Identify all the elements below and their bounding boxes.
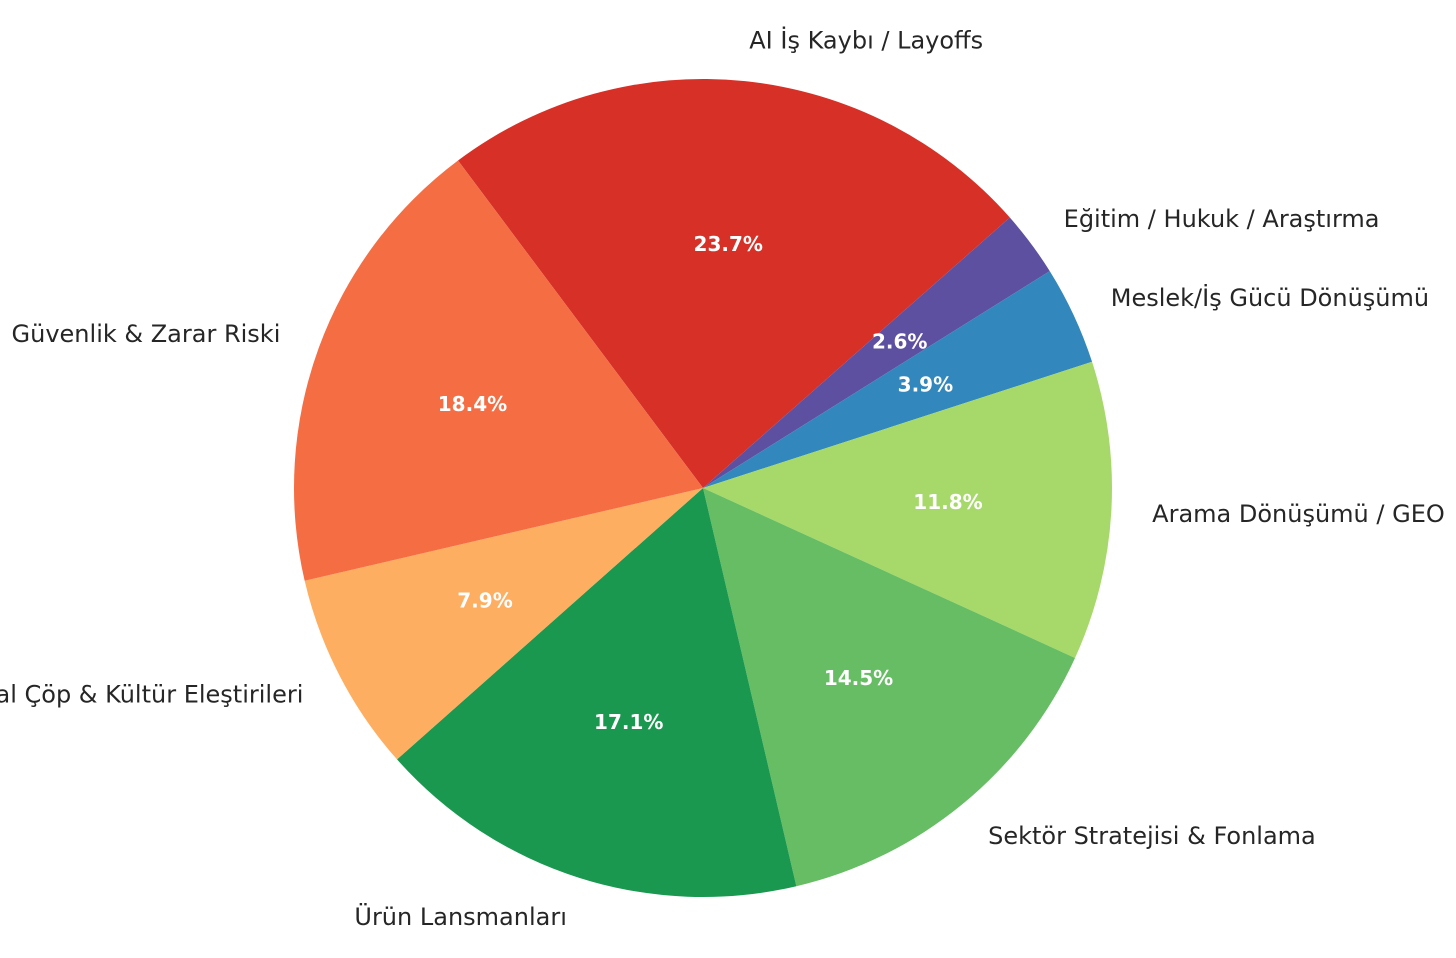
category-label-guvenlik-zarar-riski: Güvenlik & Zarar Riski xyxy=(12,320,281,348)
category-label-egitim-hukuk-arastirma: Eğitim / Hukuk / Araştırma xyxy=(1064,205,1380,233)
pie-slice-egitim-hukuk-arastirma xyxy=(703,217,1050,489)
pct-label-sektor-stratejisi-fonlama: 14.5% xyxy=(824,666,893,690)
pie-slice-ai-is-kaybi-layoffs xyxy=(458,78,1010,488)
pie-slice-guvenlik-zarar-riski xyxy=(293,160,703,581)
pie-slice-ai-slop-dijital-cop-kultur-elestirileri xyxy=(304,488,703,760)
pct-label-ai-slop-dijital-cop-kultur-elestirileri: 7.9% xyxy=(457,589,512,613)
slices-layer xyxy=(293,78,1113,898)
category-label-sektor-stratejisi-fonlama: Sektör Stratejisi & Fonlama xyxy=(988,822,1316,850)
category-label-ai-is-kaybi-layoffs: AI İş Kaybı / Layoffs xyxy=(749,25,983,54)
pct-label-urun-lansmanlari: 17.1% xyxy=(594,710,663,734)
category-label-ai-slop-dijital-cop-kultur-elestirileri: AI Slop / Dijital Çöp & Kültür Eleştiril… xyxy=(0,681,303,709)
pct-label-ai-is-kaybi-layoffs: 23.7% xyxy=(694,232,763,256)
pie-slice-meslek-is-gucu-donusumu xyxy=(703,271,1093,488)
pct-label-egitim-hukuk-arastirma: 2.6% xyxy=(872,329,927,353)
pie-slice-arama-donusumu-geo xyxy=(703,361,1113,658)
percentage-labels-layer: 23.7% 2.6% 3.9% 11.8% 14.5% 17.1% 7.9% 18.4% xyxy=(438,232,983,734)
category-label-meslek-is-gucu-donusumu: Meslek/İş Gücü Dönüşümü xyxy=(1111,283,1429,312)
pct-label-meslek-is-gucu-donusumu: 3.9% xyxy=(898,372,953,396)
pie-slice-urun-lansmanlari xyxy=(397,488,797,898)
pct-label-arama-donusumu-geo: 11.8% xyxy=(913,490,982,514)
category-label-urun-lansmanlari: Ürün Lansmanları xyxy=(354,902,566,931)
pct-label-guvenlik-zarar-riski: 18.4% xyxy=(438,392,507,416)
category-labels-layer: AI İş Kaybı / Layoffs Eğitim / Hukuk / Ar… xyxy=(0,25,1445,930)
category-label-arama-donusumu-geo: Arama Dönüşümü / GEO xyxy=(1152,500,1445,528)
pie-slice-sektor-stratejisi-fonlama xyxy=(703,488,1076,887)
